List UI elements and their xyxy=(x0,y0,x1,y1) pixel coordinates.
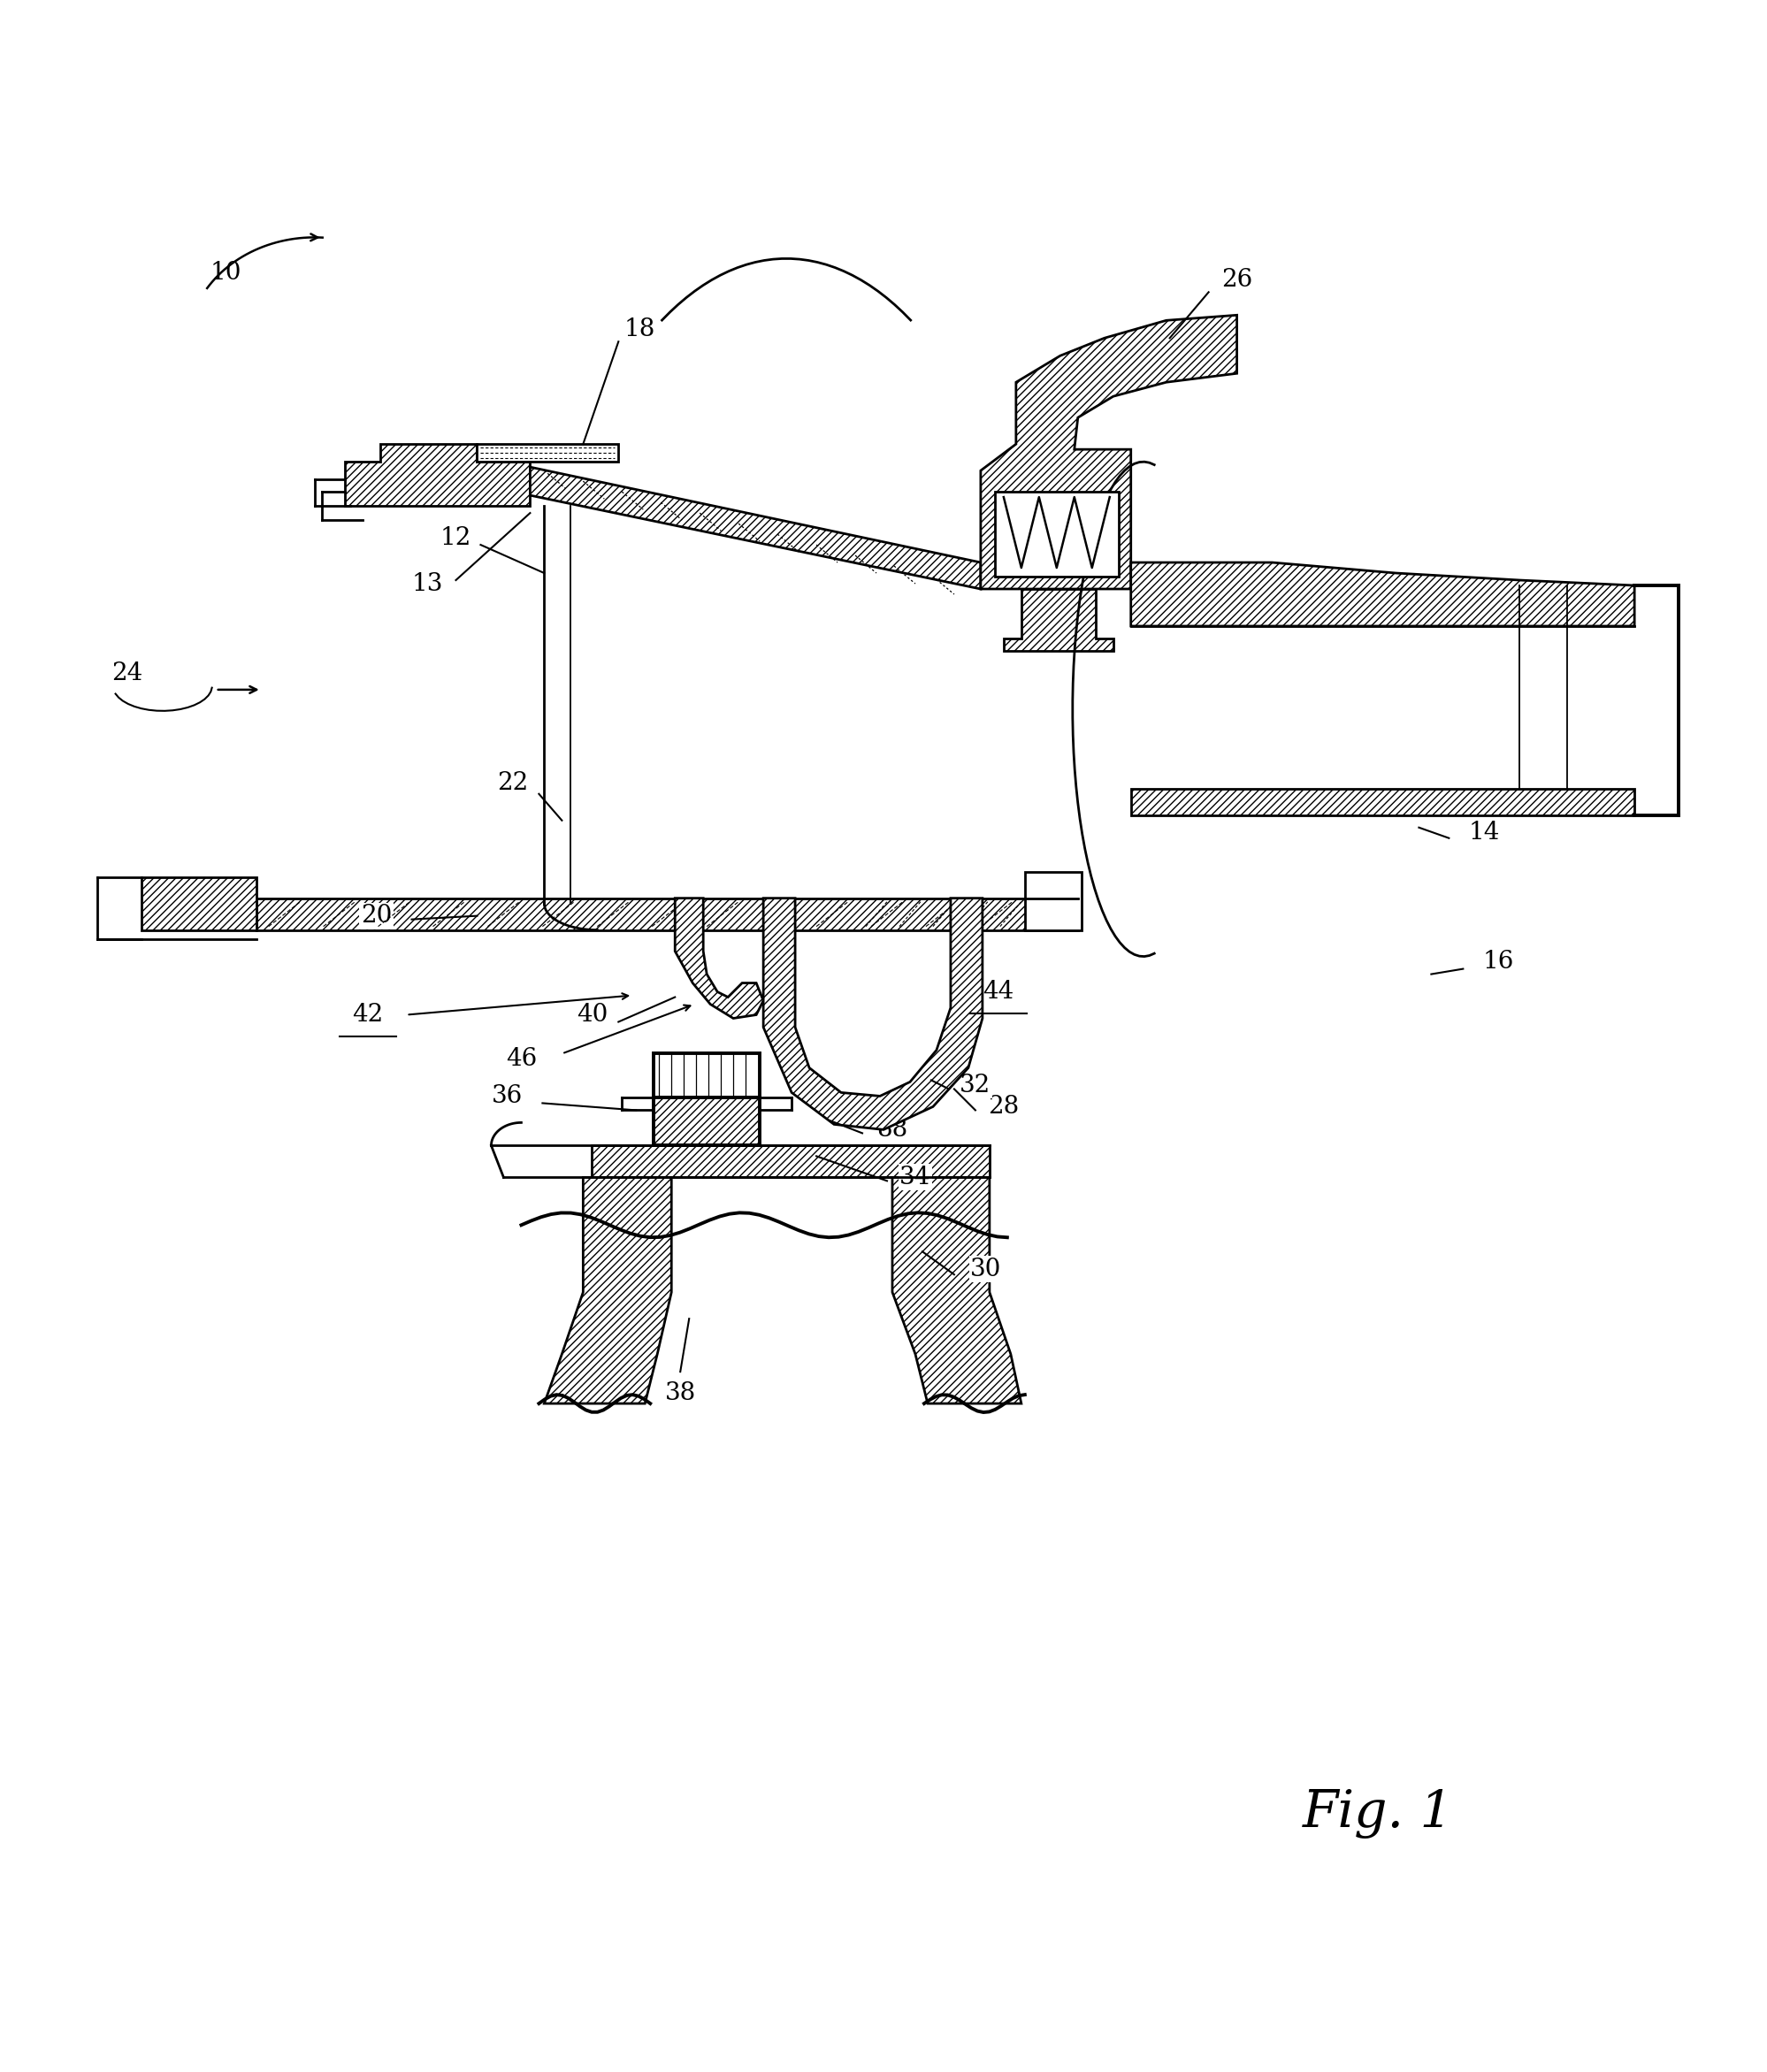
Text: 10: 10 xyxy=(210,261,242,284)
Polygon shape xyxy=(1025,872,1081,930)
Text: 46: 46 xyxy=(505,1046,537,1071)
Polygon shape xyxy=(892,1177,1021,1403)
Text: 88: 88 xyxy=(876,1117,908,1142)
Polygon shape xyxy=(530,466,981,588)
Polygon shape xyxy=(981,315,1237,588)
Text: 24: 24 xyxy=(111,661,143,686)
Polygon shape xyxy=(675,897,763,1017)
Text: 20: 20 xyxy=(360,903,392,928)
Polygon shape xyxy=(763,897,982,1129)
Text: 36: 36 xyxy=(491,1084,523,1109)
Text: 14: 14 xyxy=(1468,821,1500,845)
Polygon shape xyxy=(1004,588,1113,651)
Polygon shape xyxy=(544,1177,671,1403)
Polygon shape xyxy=(654,1055,760,1098)
Text: 22: 22 xyxy=(497,771,528,796)
Text: 34: 34 xyxy=(899,1164,931,1189)
Polygon shape xyxy=(477,443,618,462)
Text: 26: 26 xyxy=(1221,267,1253,292)
Polygon shape xyxy=(1131,562,1634,626)
Text: 44: 44 xyxy=(982,980,1014,1003)
Text: 12: 12 xyxy=(440,526,472,549)
Text: 16: 16 xyxy=(1483,949,1514,974)
Text: 42: 42 xyxy=(352,1003,383,1028)
Text: 38: 38 xyxy=(664,1380,696,1405)
Text: 40: 40 xyxy=(576,1003,608,1028)
Text: Fig. 1: Fig. 1 xyxy=(1302,1788,1454,1838)
Polygon shape xyxy=(141,876,256,930)
Text: 30: 30 xyxy=(970,1258,1002,1280)
Text: 32: 32 xyxy=(959,1073,991,1098)
Polygon shape xyxy=(256,897,1078,930)
Polygon shape xyxy=(995,491,1119,576)
Text: 28: 28 xyxy=(988,1094,1020,1119)
Polygon shape xyxy=(345,443,530,506)
Text: 18: 18 xyxy=(624,317,656,342)
Polygon shape xyxy=(1131,789,1634,814)
Text: 13: 13 xyxy=(412,572,444,595)
Polygon shape xyxy=(654,1098,760,1146)
Polygon shape xyxy=(592,1146,990,1177)
